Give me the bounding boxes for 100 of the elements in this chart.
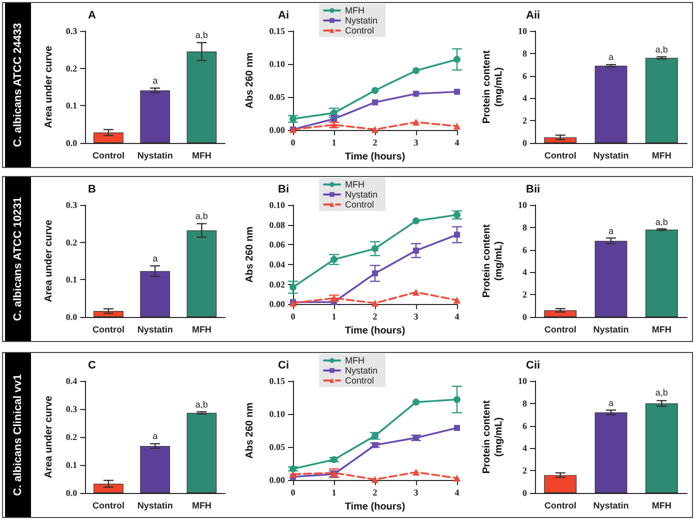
x-tick-label: MFH (652, 324, 672, 334)
y-tick-label: 2 (522, 466, 528, 476)
x-tick-label: 1 (332, 312, 337, 322)
y-tick-label: 0.00 (269, 475, 286, 486)
y-tick-label: 10 (518, 376, 528, 386)
point (412, 468, 420, 476)
y-tick-label: 10 (518, 26, 528, 36)
text: C. albicans Clinical vv1 (12, 374, 24, 496)
annotation: a (152, 431, 158, 442)
annotation: a,b (195, 211, 208, 222)
y-tick-label: 0.05 (269, 442, 286, 452)
bar (645, 230, 678, 317)
chart-title: Aii (526, 10, 540, 22)
point (372, 300, 378, 307)
annotation: a (608, 226, 614, 236)
x-tick-label: 4 (454, 312, 460, 322)
y-axis-title: Area under curve (44, 395, 54, 478)
x-tick-label: 2 (372, 488, 378, 498)
legend-label: MFH (345, 6, 364, 16)
y-tick-label: 0.05 (269, 92, 286, 102)
y-axis-title: Protein content (mg/mL) (482, 224, 504, 298)
text: C. albicans ATCC 10231 (12, 196, 24, 322)
x-tick-label: 0 (290, 138, 296, 148)
x-tick-label: Nystatin (593, 324, 629, 334)
x-axis-title: Time (hours) (344, 152, 406, 162)
y-axis-title: Area under curve (44, 45, 54, 128)
bar (544, 475, 577, 493)
x-tick-label: 4 (454, 488, 460, 498)
y-tick-label: 0.2 (66, 237, 78, 248)
bar (544, 310, 577, 317)
bar (594, 240, 628, 317)
y-tick-label: 0.4 (66, 376, 78, 386)
y-tick-label: 2 (522, 290, 528, 300)
chart-title: Cii (526, 360, 540, 372)
bar (186, 412, 217, 493)
x-tick-label: Control (544, 500, 576, 510)
x-tick-label: Control (92, 150, 124, 160)
annotation: a,b (655, 44, 668, 54)
annotation: a,b (195, 30, 208, 40)
point (454, 296, 460, 304)
y-tick-label: 10 (518, 200, 528, 210)
annotation: a,b (655, 388, 668, 398)
y-tick-label: 0.0 (66, 488, 78, 498)
x-tick-label: Nystatin (137, 150, 173, 160)
point (412, 67, 420, 74)
chart-title: Ai (278, 10, 289, 22)
bar (645, 403, 678, 493)
y-tick-label: 6 (522, 420, 528, 431)
annotation: a (152, 253, 158, 264)
point (454, 88, 460, 95)
y-axis-title: Area under curve (44, 219, 54, 302)
bar (140, 90, 170, 143)
annotation: a (608, 52, 614, 62)
chart-title: Ci (278, 360, 289, 372)
y-tick-label: 0.15 (269, 376, 286, 386)
y-tick-label: 0.3 (66, 200, 78, 210)
y-tick-label: 0.3 (66, 404, 78, 414)
y-tick-label: 0.10 (269, 59, 286, 70)
point (372, 99, 378, 106)
x-tick-label: 3 (414, 312, 419, 322)
y-axis-title: Protein content (mg/mL) (482, 400, 504, 474)
point (372, 126, 378, 133)
legend-label: MFH (345, 356, 364, 366)
y-tick-label: 6 (522, 70, 528, 81)
legend-label: Control (345, 200, 374, 210)
y-tick-label: 0.15 (269, 26, 286, 36)
x-tick-label: Control (92, 324, 124, 334)
y-tick-label: 0.04 (269, 259, 286, 270)
x-axis-title: Time (hours) (344, 326, 406, 336)
point (412, 288, 420, 296)
point (454, 474, 460, 482)
y-tick-label: 0.3 (66, 26, 78, 36)
y-tick-label: 0.02 (269, 279, 286, 290)
point (413, 90, 419, 97)
annotation: a (608, 398, 614, 408)
y-tick-label: 4 (522, 93, 528, 104)
y-tick-label: 8 (522, 48, 528, 58)
y-axis-title: Abs 260 nm (244, 402, 256, 459)
y-tick-label: 0.1 (66, 460, 78, 470)
chart-title: B (88, 184, 96, 196)
y-axis-title: Protein content (mg/mL) (482, 50, 504, 124)
y-tick-label: 6 (522, 244, 528, 255)
y-tick-label: 0.2 (66, 63, 78, 74)
point (412, 217, 420, 224)
y-tick-label: 0.00 (269, 299, 286, 310)
y-axis-title: Abs 260 nm (244, 52, 256, 109)
legend-label: Nystatin (345, 366, 378, 376)
x-tick-label: 2 (372, 138, 378, 148)
point (412, 118, 420, 126)
x-tick-label: 4 (454, 138, 460, 148)
y-tick-label: 0.06 (269, 240, 286, 250)
y-tick-label: 4 (522, 443, 528, 454)
point (290, 470, 296, 478)
y-tick-label: 0.08 (269, 220, 286, 230)
bar (645, 58, 678, 143)
x-tick-label: 3 (414, 488, 419, 498)
x-tick-label: 0 (290, 312, 296, 322)
y-tick-label: 0.0 (66, 312, 78, 322)
point (412, 398, 420, 406)
chart-title: A (88, 10, 96, 22)
